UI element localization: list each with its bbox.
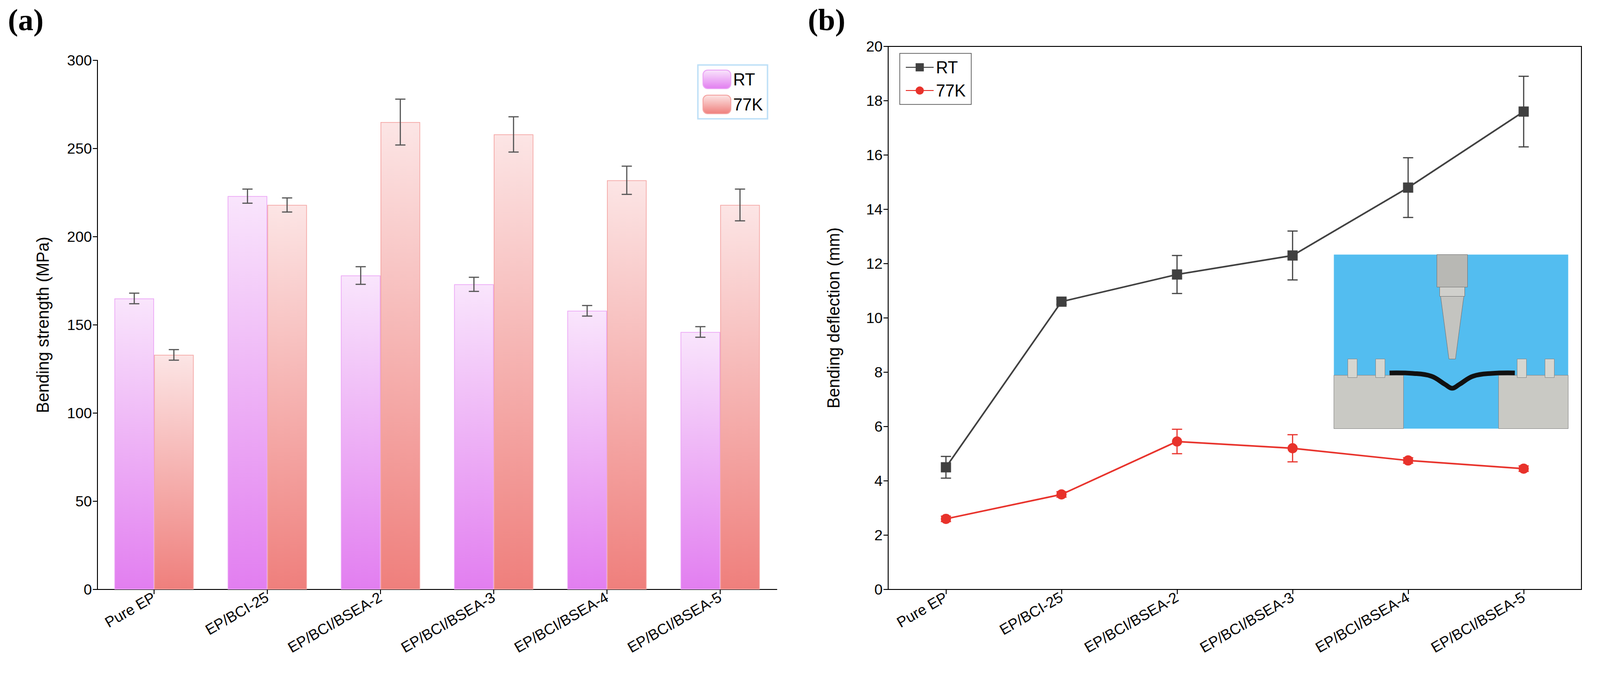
- svg-text:16: 16: [865, 146, 883, 164]
- svg-text:EP/BCI/BSEA-2: EP/BCI/BSEA-2: [284, 588, 385, 656]
- svg-text:EP/BCI/BSEA-3: EP/BCI/BSEA-3: [1196, 588, 1297, 656]
- svg-text:(a): (a): [7, 2, 44, 38]
- svg-text:200: 200: [67, 228, 92, 246]
- svg-text:12: 12: [865, 255, 883, 272]
- svg-text:Bending strength (MPa): Bending strength (MPa): [33, 236, 53, 413]
- svg-text:300: 300: [67, 51, 92, 69]
- svg-text:250: 250: [67, 140, 92, 157]
- svg-text:14: 14: [865, 200, 883, 218]
- svg-text:77K: 77K: [935, 81, 966, 101]
- svg-text:4: 4: [874, 472, 883, 490]
- svg-text:RT: RT: [733, 70, 755, 90]
- svg-text:150: 150: [67, 316, 92, 334]
- svg-text:2: 2: [874, 526, 883, 544]
- svg-text:10: 10: [865, 309, 883, 327]
- svg-text:RT: RT: [935, 58, 958, 78]
- svg-text:6: 6: [874, 418, 883, 435]
- svg-text:18: 18: [865, 92, 883, 110]
- svg-text:EP/BCI/BSEA-4: EP/BCI/BSEA-4: [1312, 588, 1413, 656]
- svg-text:77K: 77K: [733, 95, 763, 115]
- svg-text:EP/BCI-25: EP/BCI-25: [996, 588, 1066, 639]
- svg-text:8: 8: [874, 363, 883, 381]
- svg-text:EP/BCI-25: EP/BCI-25: [202, 588, 272, 639]
- svg-text:Pure EP: Pure EP: [102, 588, 159, 631]
- svg-text:EP/BCI/BSEA-3: EP/BCI/BSEA-3: [398, 588, 498, 656]
- svg-text:Pure EP: Pure EP: [893, 588, 950, 631]
- svg-text:(b): (b): [807, 2, 846, 38]
- svg-text:0: 0: [874, 580, 883, 598]
- svg-text:EP/BCI/BSEA-5: EP/BCI/BSEA-5: [624, 588, 725, 656]
- svg-text:0: 0: [83, 580, 92, 598]
- svg-text:EP/BCI/BSEA-2: EP/BCI/BSEA-2: [1081, 588, 1181, 656]
- svg-text:EP/BCI/BSEA-4: EP/BCI/BSEA-4: [511, 588, 612, 656]
- svg-text:100: 100: [67, 404, 92, 422]
- svg-text:50: 50: [75, 492, 92, 510]
- svg-text:20: 20: [865, 38, 883, 55]
- svg-text:EP/BCI/BSEA-5: EP/BCI/BSEA-5: [1427, 588, 1528, 656]
- svg-text:Bending deflection (mm): Bending deflection (mm): [824, 227, 844, 409]
